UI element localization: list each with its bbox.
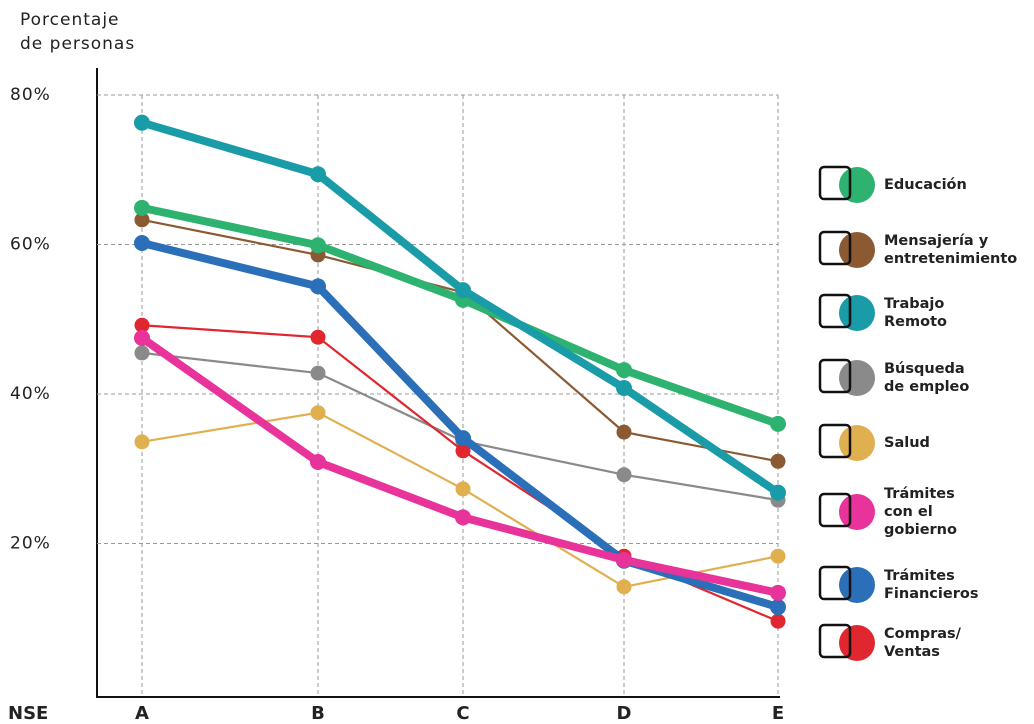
legend-icon (818, 230, 852, 266)
data-point (770, 453, 786, 469)
data-point (616, 551, 632, 568)
legend-item: Compras/Ventas (818, 623, 962, 661)
legend-label: Educación (884, 177, 967, 193)
data-point (134, 317, 150, 333)
legend-item: Salud (818, 423, 930, 461)
data-point (455, 443, 471, 459)
legend-item: Trámites Financieros (818, 565, 978, 603)
x-tick-label: D (617, 703, 632, 724)
data-point (616, 467, 632, 483)
data-point (455, 481, 471, 497)
data-point (134, 434, 150, 450)
data-point (134, 212, 150, 228)
data-point (310, 278, 326, 295)
legend-item: Trabajo Remoto (818, 293, 947, 331)
y-axis-label-text: Porcentaje de personas (20, 10, 135, 54)
legend-swatch (839, 295, 875, 331)
legend-swatch (839, 360, 875, 396)
legend-item: Mensajería y entretenimiento (818, 230, 1017, 268)
data-point (310, 237, 326, 254)
series-line (141, 203, 780, 428)
data-point (310, 405, 326, 421)
legend-icon (818, 293, 852, 329)
legend-swatch (839, 425, 875, 461)
x-tick-label: C (456, 703, 469, 724)
data-point (770, 484, 786, 501)
data-point (770, 415, 786, 432)
x-tick-label: E (772, 703, 784, 724)
legend-icon (818, 165, 852, 201)
y-tick-label: 60% (10, 235, 51, 255)
legend-icon (818, 358, 852, 394)
legend-swatch (839, 167, 875, 203)
legend-label: Búsqueda de empleo (884, 361, 969, 395)
data-point (134, 235, 150, 252)
x-tick-label: A (135, 703, 149, 724)
legend-icon (818, 565, 852, 601)
legend-label: Salud (884, 435, 930, 451)
legend-label: Trámites con el gobierno (884, 486, 957, 538)
data-point (134, 329, 150, 346)
legend-label: Compras/Ventas (884, 626, 962, 660)
data-point (134, 345, 150, 361)
series-line (139, 334, 779, 597)
data-point (616, 362, 632, 379)
data-point (770, 599, 786, 616)
data-point (770, 613, 786, 629)
data-point (134, 199, 150, 216)
legend-label: Trámites Financieros (884, 568, 978, 602)
legend-item: Búsqueda de empleo (818, 358, 969, 396)
data-point (310, 329, 326, 345)
data-point (134, 114, 150, 131)
data-point (616, 380, 632, 397)
data-point (770, 584, 786, 601)
y-tick-label: 40% (10, 384, 51, 404)
y-tick-label: 80% (10, 85, 51, 105)
legend-swatch (839, 567, 875, 603)
legend-icon (818, 492, 852, 528)
x-tick-label: B (311, 703, 325, 724)
data-point (455, 430, 471, 447)
data-point (310, 365, 326, 381)
legend-swatch (839, 232, 875, 268)
data-point (310, 166, 326, 183)
data-point (455, 282, 471, 299)
legend-label: Mensajería y entretenimiento (884, 233, 1017, 267)
data-point (455, 509, 471, 526)
data-point (616, 579, 632, 595)
data-point (616, 424, 632, 440)
legend-item: Trámites con el gobierno (818, 486, 957, 538)
y-tick-label: 20% (10, 534, 51, 554)
y-axis-label: Porcentaje de personas (20, 10, 135, 54)
legend-swatch (839, 494, 875, 530)
legend-icon (818, 623, 852, 659)
legend-item: Educación (818, 165, 967, 203)
legend-swatch (839, 625, 875, 661)
data-point (770, 548, 786, 564)
x-axis-label: NSE (8, 703, 48, 724)
legend-label: Trabajo Remoto (884, 296, 947, 330)
legend-icon (818, 423, 852, 459)
data-point (310, 454, 326, 471)
